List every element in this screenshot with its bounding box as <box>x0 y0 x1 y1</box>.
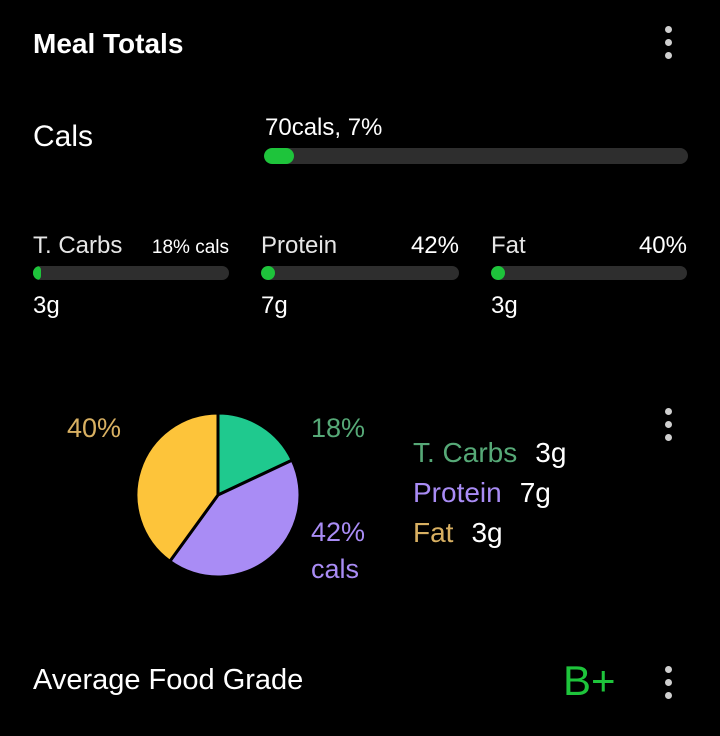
pie-label-protein-suffix: cals <box>311 554 360 584</box>
macro-fat-grams: 3g <box>491 292 518 319</box>
more-vertical-icon[interactable] <box>656 22 680 62</box>
average-food-grade-label: Average Food Grade <box>33 664 304 696</box>
cals-progress-fill <box>264 148 294 164</box>
food-grade-value: B+ <box>563 657 616 704</box>
macro-carbs-fill <box>33 266 41 280</box>
macro-fat-fill <box>491 266 505 280</box>
macro-carbs-grams: 3g <box>33 292 60 319</box>
pie-label-protein: 42% cals <box>311 514 365 588</box>
macro-fat: Fat 40% 3g <box>491 232 687 320</box>
macro-fat-bar <box>491 266 687 280</box>
legend-carbs-value: 3g <box>535 437 567 468</box>
legend-item-carbs: T. Carbs 3g <box>413 437 566 469</box>
macro-carbs-percent: 18% cals <box>151 237 229 258</box>
macro-carbs-label: T. Carbs <box>33 232 123 259</box>
legend-fat-value: 3g <box>471 517 503 548</box>
pie-legend: T. Carbs 3g Protein 7g Fat 3g <box>413 437 566 549</box>
cals-summary: 70cals, 7% <box>265 114 383 141</box>
macro-carbs: T. Carbs 18% cals 3g <box>33 232 229 320</box>
pie-label-carbs: 18% <box>311 413 366 443</box>
macro-fat-percent: 40% <box>638 232 687 259</box>
legend-item-protein: Protein 7g <box>413 477 566 509</box>
macro-protein-label: Protein <box>261 232 338 259</box>
macro-fat-label: Fat <box>491 232 526 259</box>
cals-label: Cals <box>33 120 94 153</box>
pie-slice-protein <box>168 458 302 579</box>
legend-carbs-name: T. Carbs <box>413 437 518 468</box>
grade-more-vertical-icon[interactable] <box>656 662 680 702</box>
page-title: Meal Totals <box>33 28 184 59</box>
pie-slice-fat <box>134 411 220 563</box>
legend-protein-name: Protein <box>413 477 502 508</box>
pie-label-protein-pct: 42% <box>311 517 366 547</box>
macro-protein-bar <box>261 266 459 280</box>
macro-pie-chart <box>134 411 302 579</box>
macro-protein: Protein 42% 7g <box>261 232 459 320</box>
legend-protein-value: 7g <box>519 477 551 508</box>
legend-item-fat: Fat 3g <box>413 517 566 549</box>
cals-progress-bar <box>264 148 688 164</box>
pie-label-fat: 40% <box>67 413 122 443</box>
macro-protein-fill <box>261 266 275 280</box>
legend-fat-name: Fat <box>413 517 454 548</box>
macro-protein-percent: 42% <box>410 232 459 259</box>
pie-slice-t-carbs <box>216 411 294 497</box>
chart-more-vertical-icon[interactable] <box>656 404 680 444</box>
macro-carbs-bar <box>33 266 229 280</box>
macro-protein-grams: 7g <box>261 292 288 319</box>
